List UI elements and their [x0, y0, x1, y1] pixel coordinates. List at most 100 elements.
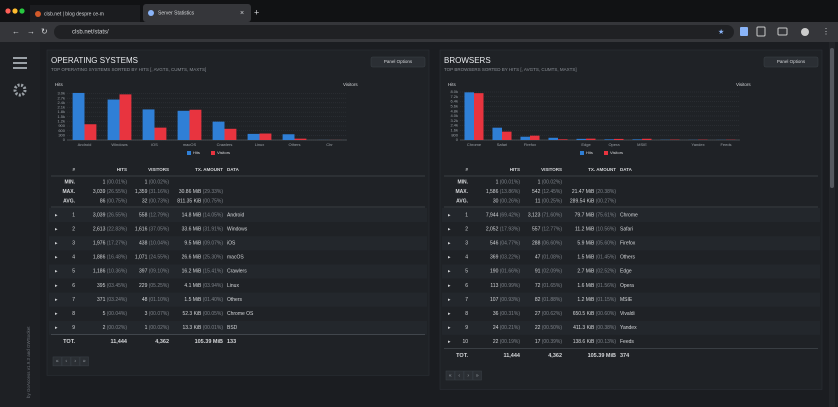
expand-arrow[interactable]: ▸: [55, 297, 58, 303]
row-stripe: [49, 320, 427, 335]
address-bar[interactable]: [54, 25, 734, 39]
summary-hits: 1: [103, 179, 106, 185]
row-tx-percent: (01.15%): [596, 297, 617, 303]
tab-close[interactable]: ×: [240, 10, 244, 17]
tab[interactable]: [30, 5, 140, 22]
x-tick-label: MSIE: [637, 142, 647, 147]
row-stripe: [442, 292, 820, 307]
panel-options-button[interactable]: [763, 56, 819, 68]
y-tick-label: 3.2k: [450, 118, 458, 123]
close-button[interactable]: [5, 8, 11, 14]
panel-options-label: Panel Options: [777, 59, 806, 64]
extension-icon[interactable]: [740, 27, 748, 36]
column-header: HITS: [117, 167, 127, 172]
maximize-button[interactable]: [19, 8, 25, 14]
y-tick-label: 0: [63, 137, 66, 142]
pagination-button[interactable]: [79, 356, 89, 367]
row-hits: 1,886: [93, 255, 106, 261]
summary-tx: 21.47 MiB: [572, 189, 595, 195]
row-visitors-percent: (00.39%): [542, 339, 563, 345]
x-tick-label: Feeds: [720, 142, 731, 147]
row-hits-percent: (17.93%): [500, 226, 521, 232]
pagination-button[interactable]: [454, 370, 464, 381]
summary-tx-percent: (29.33%): [203, 189, 224, 195]
expand-arrow[interactable]: ▸: [448, 325, 451, 331]
pagination-button[interactable]: [445, 370, 455, 381]
expand-arrow[interactable]: ▸: [55, 283, 58, 289]
summary-visitors: 542: [532, 189, 541, 195]
total-label: TOT.: [456, 353, 468, 359]
back-button[interactable]: ←: [12, 27, 20, 36]
row-visitors-percent: (10.04%): [149, 241, 170, 247]
legend-label: Hits: [193, 150, 200, 155]
panel-subtitle: TOP OPERATING SYSTEMS SORTED BY HITS [, …: [51, 67, 206, 72]
row-hits: 113: [490, 283, 498, 289]
pagination-button[interactable]: [52, 356, 62, 367]
hamburger-menu[interactable]: [13, 57, 27, 69]
row-number: 8: [72, 311, 75, 317]
row-visitors: 288: [532, 241, 541, 247]
row-tx: 16.2 MiB: [182, 269, 202, 275]
y-tick-label: 2.4k: [57, 100, 65, 105]
row-stripe: [49, 236, 427, 251]
active-tab[interactable]: [143, 4, 251, 22]
expand-arrow[interactable]: ▸: [448, 255, 451, 261]
reload-button[interactable]: ↻: [41, 27, 48, 36]
pagination-button[interactable]: [70, 356, 80, 367]
expand-arrow[interactable]: ▸: [448, 269, 451, 275]
profile-button[interactable]: [801, 28, 809, 36]
settings-button[interactable]: [13, 83, 27, 97]
legend-label: Visitors: [217, 150, 230, 155]
summary-visitors: 1,359: [135, 189, 148, 195]
row-hits-percent: (00.99%): [500, 283, 521, 289]
bar: [614, 138, 624, 140]
y-tick-label: 2.4k: [450, 123, 458, 128]
summary-hits-percent: (00.01%): [107, 179, 128, 185]
expand-arrow[interactable]: ▸: [55, 241, 58, 247]
row-hits: 1,976: [93, 241, 106, 247]
expand-arrow[interactable]: ▸: [448, 311, 451, 317]
row-tx-percent: (09.07%): [203, 241, 224, 247]
row-hits: 369: [490, 255, 499, 261]
minimize-button[interactable]: [12, 8, 18, 14]
row-stripe: [442, 236, 820, 251]
summary-tx: 811.35 KiB: [177, 198, 202, 204]
forward-button[interactable]: →: [27, 27, 35, 36]
menu-button[interactable]: ⋮: [822, 27, 830, 36]
column-header: DATA: [620, 167, 633, 172]
bookmark-star[interactable]: ★: [718, 28, 724, 36]
expand-arrow[interactable]: ▸: [448, 212, 451, 218]
row-data: Edge: [620, 269, 632, 275]
new-tab[interactable]: +: [254, 7, 259, 17]
expand-arrow[interactable]: ▸: [448, 339, 451, 345]
column-header: DATA: [227, 167, 240, 172]
expand-arrow[interactable]: ▸: [55, 311, 58, 317]
row-data: Firefox: [620, 241, 636, 247]
pagination-button[interactable]: [472, 370, 482, 381]
y-tick-label: 600: [58, 128, 65, 133]
row-data: Chrome: [620, 212, 638, 218]
expand-arrow[interactable]: ▸: [55, 255, 58, 261]
expand-arrow[interactable]: ▸: [55, 212, 58, 218]
expand-arrow[interactable]: ▸: [55, 325, 58, 331]
row-tx: 11.2 MiB: [575, 226, 595, 232]
sidebar-button[interactable]: [777, 27, 788, 36]
pagination-button[interactable]: [463, 370, 473, 381]
x-tick-label: Crawlers: [217, 142, 233, 147]
total-visitors: 4,362: [548, 353, 562, 359]
expand-arrow[interactable]: ▸: [55, 226, 58, 232]
bar: [294, 138, 307, 140]
expand-arrow[interactable]: ▸: [448, 241, 451, 247]
expand-arrow[interactable]: ▸: [448, 283, 451, 289]
column-header: TX. AMOUNT: [588, 167, 616, 172]
extension-icon[interactable]: [756, 26, 766, 37]
expand-arrow[interactable]: ▸: [55, 269, 58, 275]
scroll-thumb[interactable]: [830, 48, 834, 188]
expand-arrow[interactable]: ▸: [448, 297, 451, 303]
bar: [548, 137, 558, 140]
expand-arrow[interactable]: ▸: [448, 226, 451, 232]
panel-options-button[interactable]: [370, 56, 426, 68]
row-number: 9: [465, 325, 468, 331]
y-tick-label: 5.6k: [450, 103, 458, 108]
pagination-button[interactable]: [61, 356, 71, 367]
